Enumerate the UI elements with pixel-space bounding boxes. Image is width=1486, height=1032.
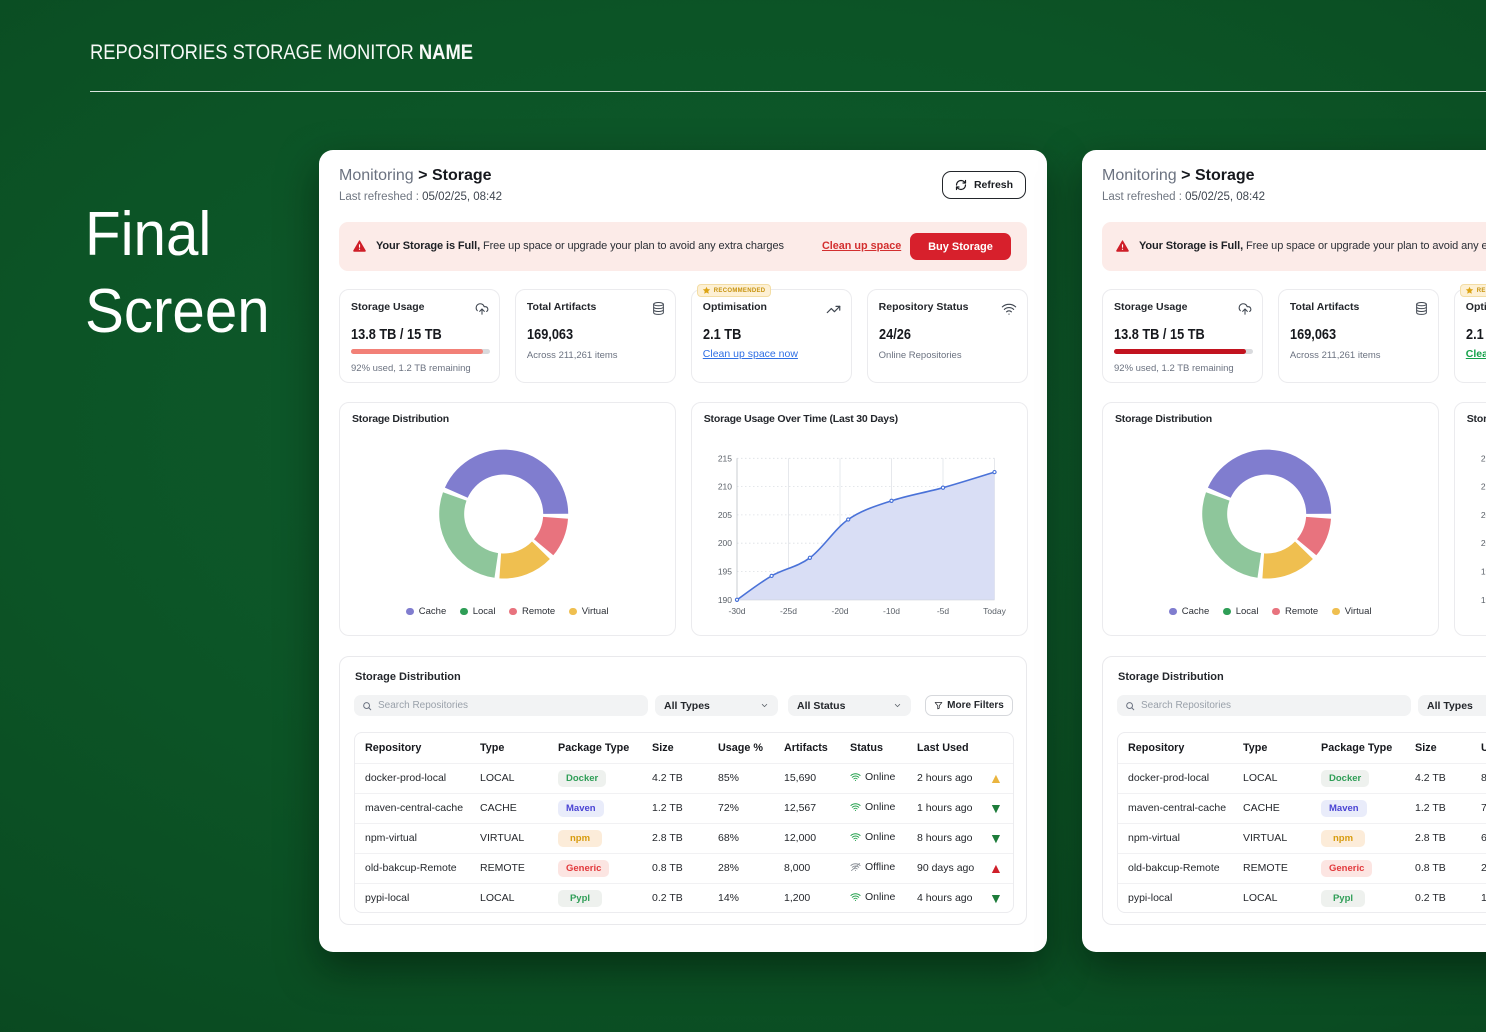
svg-text:-25d: -25d (780, 606, 797, 616)
svg-text:205: 205 (1481, 510, 1486, 520)
svg-text:Today: Today (983, 606, 1006, 616)
svg-text:190: 190 (1481, 595, 1486, 605)
svg-text:-10d: -10d (883, 606, 900, 616)
svg-text:-20d: -20d (831, 606, 848, 616)
svg-text:215: 215 (718, 453, 732, 463)
svg-text:-30d: -30d (728, 606, 745, 616)
svg-text:190: 190 (718, 595, 732, 605)
svg-text:195: 195 (718, 567, 732, 577)
svg-text:210: 210 (1481, 482, 1486, 492)
svg-text:200: 200 (718, 538, 732, 548)
svg-text:205: 205 (718, 510, 732, 520)
svg-text:200: 200 (1481, 538, 1486, 548)
svg-text:-5d: -5d (937, 606, 950, 616)
svg-text:210: 210 (718, 482, 732, 492)
svg-text:195: 195 (1481, 567, 1486, 577)
svg-text:215: 215 (1481, 453, 1486, 463)
